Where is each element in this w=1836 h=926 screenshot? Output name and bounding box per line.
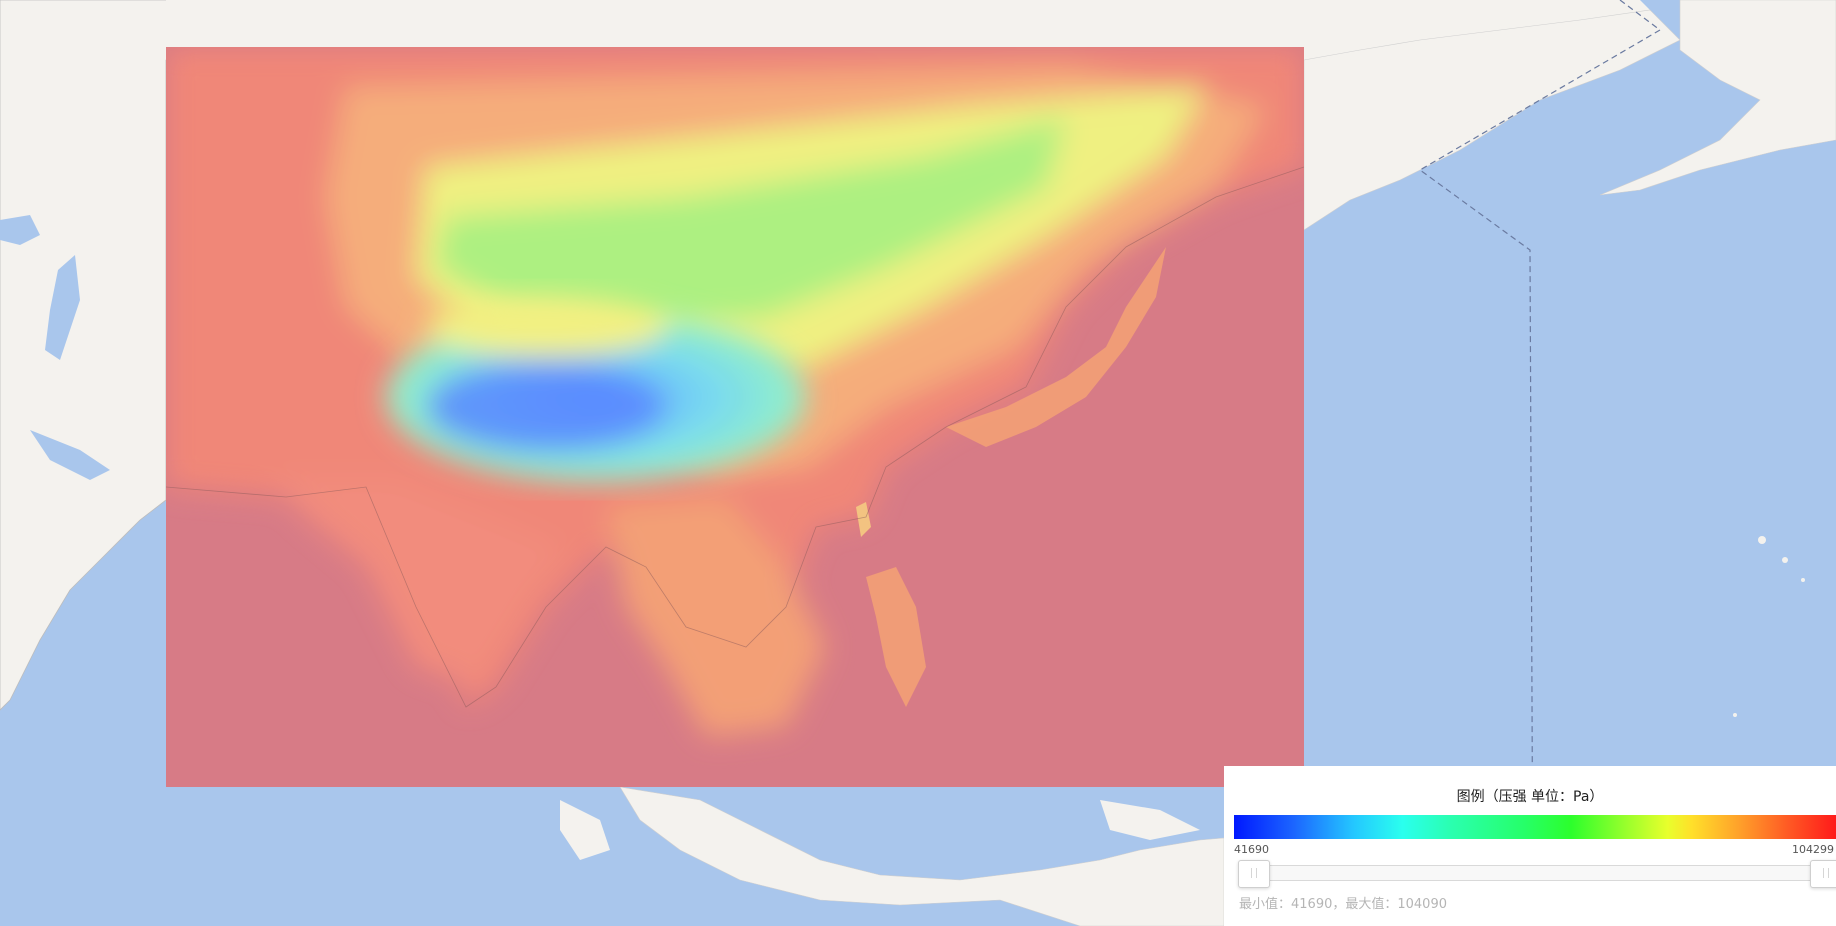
legend-min-label: 41690 <box>1234 843 1269 856</box>
range-slider-max-handle[interactable] <box>1810 860 1836 888</box>
legend-max-label: 104299 <box>1792 843 1834 856</box>
island-south-2 <box>1100 800 1200 840</box>
pacific-island-3 <box>1801 578 1805 582</box>
caspian-sea <box>45 255 80 360</box>
range-slider-min-handle[interactable] <box>1238 860 1270 888</box>
raster-philippines <box>866 567 926 707</box>
grip-icon <box>1823 868 1830 878</box>
legend-title: 图例（压强 单位：Pa） <box>1456 789 1604 805</box>
coastline <box>166 166 1304 708</box>
legend-panel: 图例（压强 单位：Pa） 41690 104299 最小值：41690，最大值：… <box>1224 766 1836 926</box>
black-sea <box>0 215 40 245</box>
pacific-island-4 <box>1733 713 1737 717</box>
persian-gulf <box>30 430 110 480</box>
range-slider[interactable] <box>1238 860 1836 888</box>
raster-japan <box>946 247 1166 447</box>
raster-tint <box>166 47 1304 787</box>
raster-india <box>266 477 566 687</box>
grip-icon <box>1251 868 1257 878</box>
pacific-island-2 <box>1782 557 1788 563</box>
raster-tarim-yellow <box>426 297 666 357</box>
date-line <box>1418 0 1662 926</box>
land-south <box>619 786 1225 926</box>
raster-tibet-core <box>426 362 666 452</box>
land-north <box>166 0 1660 90</box>
legend-color-bar <box>1234 815 1836 839</box>
alaska <box>1599 0 1836 196</box>
pressure-raster-layer <box>166 47 1304 787</box>
legend-status-text: 最小值：41690，最大值：104090 <box>1239 897 1447 912</box>
land-northeast <box>1303 9 1681 231</box>
raster-southeast-asia <box>606 497 826 737</box>
pacific-island-1 <box>1758 536 1766 544</box>
raster-taiwan <box>856 502 871 537</box>
island-south-1 <box>560 800 610 860</box>
raster-land-green <box>436 117 1066 327</box>
range-slider-fill <box>1253 866 1826 880</box>
